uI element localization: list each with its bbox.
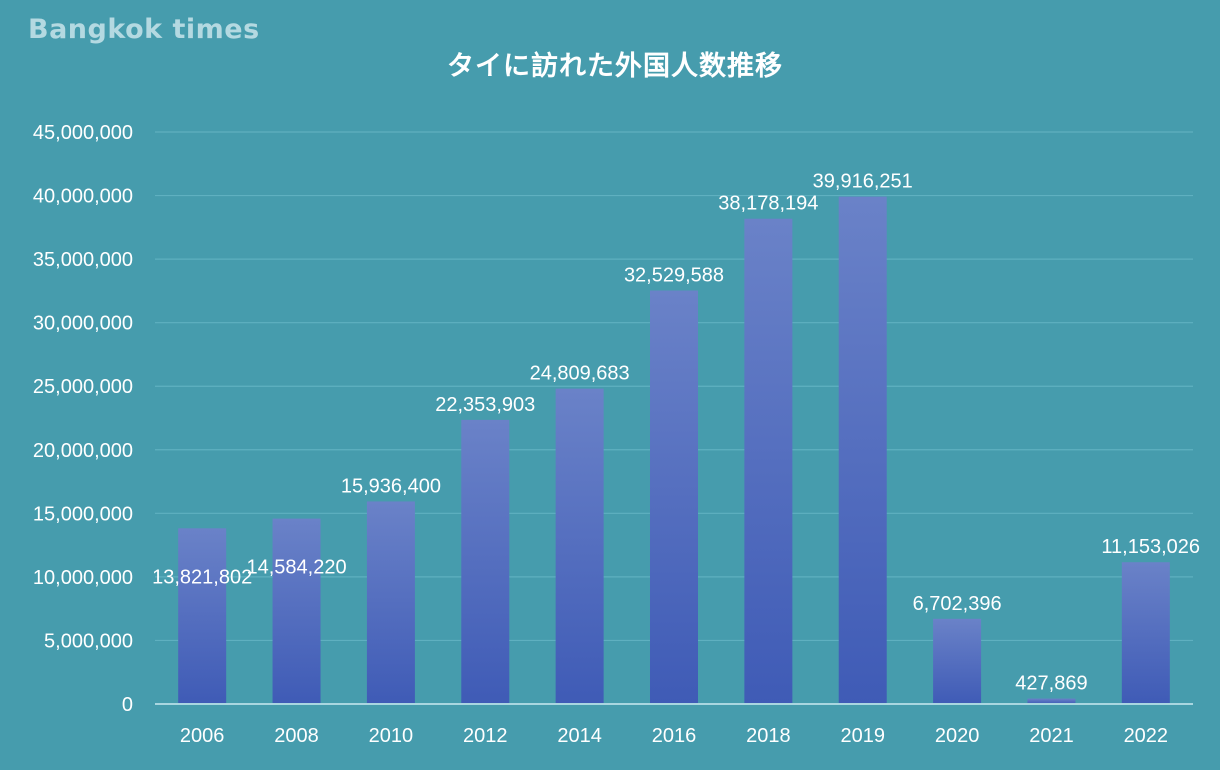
x-tick-label: 2008 [274, 725, 319, 747]
bar-2014 [555, 388, 604, 704]
bar-2010 [366, 501, 415, 704]
bar-2008 [272, 518, 321, 704]
x-tick-label: 2018 [746, 725, 791, 747]
bar-2018 [744, 218, 793, 704]
x-tick-label: 2012 [463, 725, 508, 747]
x-tick-label: 2022 [1124, 725, 1169, 747]
x-tick-label: 2014 [557, 725, 602, 747]
y-tick-label: 20,000,000 [33, 440, 133, 462]
bar-2020 [933, 618, 982, 704]
y-tick-label: 25,000,000 [33, 376, 133, 398]
y-tick-label: 35,000,000 [33, 249, 133, 271]
bar-2022 [1121, 562, 1170, 704]
y-tick-label: 30,000,000 [33, 313, 133, 335]
chart-title: タイに訪れた外国人数推移 [447, 51, 783, 82]
y-tick-label: 45,000,000 [33, 122, 133, 144]
x-tick-label: 2006 [180, 725, 225, 747]
x-axis-ticks: 2006 2008 2010 2012 2014 2016 2018 2019 2020 2021… [180, 725, 1168, 747]
data-label-2018: 38,178,194 [718, 193, 818, 215]
x-tick-label: 2020 [935, 725, 980, 747]
x-tick-label: 2016 [652, 725, 697, 747]
bar-2006 [178, 528, 227, 704]
x-tick-label: 2021 [1029, 725, 1074, 747]
bar-2019 [838, 196, 887, 704]
bar-2012 [461, 419, 510, 704]
bar-2021 [1027, 698, 1076, 704]
data-label-2012: 22,353,903 [435, 394, 535, 416]
data-label-2022: 11,153,026 [1101, 536, 1200, 558]
x-tick-label: 2010 [369, 725, 414, 747]
bars [178, 196, 1170, 704]
x-tick-label: 2019 [840, 725, 885, 747]
y-tick-label: 40,000,000 [33, 186, 133, 208]
y-tick-label: 15,000,000 [33, 503, 133, 525]
y-axis-ticks: 0 5,000,000 10,000,000 15,000,000 20,000,000… [33, 122, 133, 716]
data-label-2019: 39,916,251 [813, 171, 913, 193]
data-label-2010: 15,936,400 [341, 475, 441, 497]
brand-logo: Bangkok times [28, 14, 260, 45]
y-tick-label: 10,000,000 [33, 567, 133, 589]
data-label-2020: 6,702,396 [913, 593, 1002, 615]
y-tick-label: 5,000,000 [44, 630, 133, 652]
data-label-2006: 13,821,802 [152, 566, 252, 588]
y-tick-label: 0 [122, 694, 133, 716]
data-label-2014: 24,809,683 [530, 363, 630, 385]
data-label-2008: 14,584,220 [246, 557, 346, 579]
bar-2016 [650, 290, 698, 704]
data-label-2021: 427,869 [1015, 673, 1087, 695]
data-label-2016: 32,529,588 [624, 265, 724, 287]
